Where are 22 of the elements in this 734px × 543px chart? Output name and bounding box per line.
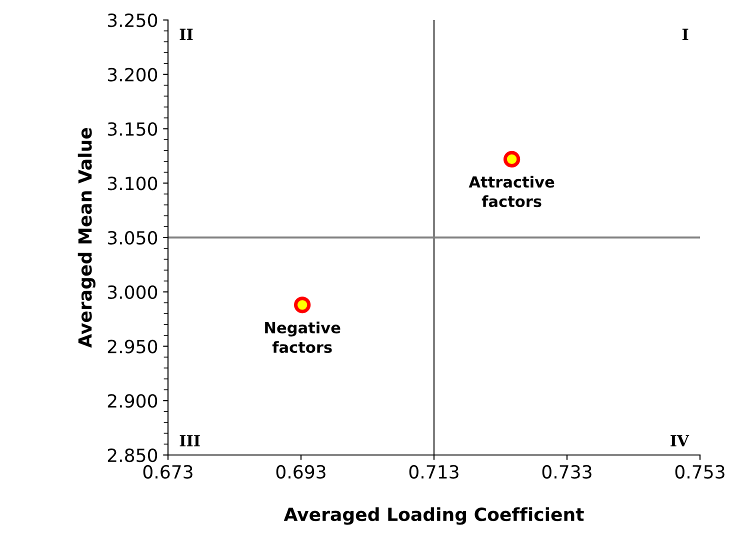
annotation: I	[682, 28, 688, 40]
annotation: Negative factors	[265, 322, 340, 353]
x-tick-label: 0.673	[143, 465, 192, 479]
y-axis-title: Averaged Mean Value	[78, 128, 96, 348]
x-tick-label: 0.733	[542, 465, 592, 479]
annotation: III	[180, 435, 200, 446]
x-tick-label: 0.753	[675, 465, 724, 479]
y-tick-label: 2.950	[108, 340, 158, 354]
x-axis-title: Averaged Loading Coefficient	[284, 507, 584, 525]
y-tick-label: 3.150	[108, 122, 158, 136]
y-tick-label: 3.200	[108, 68, 158, 82]
x-tick-label: 0.713	[409, 465, 458, 479]
y-tick-label: 3.050	[108, 230, 158, 245]
annotation: Attractive factors	[468, 176, 554, 208]
x-tick-label: 0.693	[276, 465, 326, 479]
annotation: II	[180, 28, 193, 40]
annotation: IV	[670, 435, 690, 446]
y-tick-label: 2.900	[108, 394, 158, 408]
y-tick-label: 3.000	[108, 285, 158, 299]
y-tick-label: 3.250	[108, 13, 158, 28]
y-tick-label: 2.850	[108, 448, 158, 462]
y-tick-label: 3.100	[108, 176, 158, 190]
